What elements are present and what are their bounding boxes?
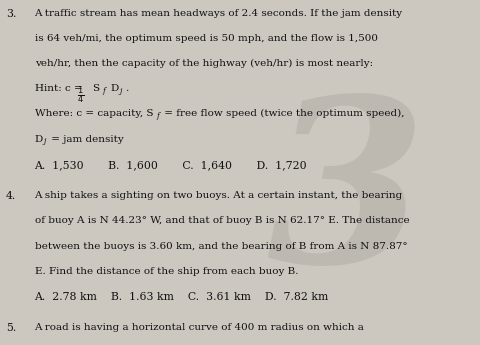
Text: A traffic stream has mean headways of 2.4 seconds. If the jam density: A traffic stream has mean headways of 2.…	[35, 9, 403, 18]
Text: f: f	[156, 112, 159, 120]
Text: A ship takes a sighting on two buoys. At a certain instant, the bearing: A ship takes a sighting on two buoys. At…	[35, 191, 403, 200]
Text: .: .	[125, 84, 128, 93]
Text: 5.: 5.	[6, 323, 16, 333]
Text: Hint: c =: Hint: c =	[35, 84, 85, 93]
Text: of buoy A is N 44.23° W, and that of buoy B is N 62.17° E. The distance: of buoy A is N 44.23° W, and that of buo…	[35, 216, 409, 225]
Text: is 64 veh/mi, the optimum speed is 50 mph, and the flow is 1,500: is 64 veh/mi, the optimum speed is 50 mp…	[35, 34, 378, 43]
Text: = jam density: = jam density	[48, 135, 124, 144]
Text: f: f	[103, 87, 106, 95]
Text: 3.: 3.	[6, 9, 16, 19]
Text: j: j	[43, 137, 46, 145]
Text: E. Find the distance of the ship from each buoy B.: E. Find the distance of the ship from ea…	[35, 267, 298, 276]
Text: D: D	[110, 84, 119, 93]
Text: 4.: 4.	[6, 191, 16, 201]
Text: D: D	[35, 135, 43, 144]
Text: = free flow speed (twice the optimum speed),: = free flow speed (twice the optimum spe…	[161, 109, 404, 118]
Text: between the buoys is 3.60 km, and the bearing of B from A is N 87.87°: between the buoys is 3.60 km, and the be…	[35, 241, 407, 250]
Text: 3: 3	[266, 89, 425, 311]
Text: Where: c = capacity, S: Where: c = capacity, S	[35, 109, 153, 118]
Text: veh/hr, then the capacity of the highway (veh/hr) is most nearly:: veh/hr, then the capacity of the highway…	[35, 59, 372, 68]
Text: $\frac{1}{4}$: $\frac{1}{4}$	[77, 84, 84, 106]
Text: A road is having a horizontal curve of 400 m radius on which a: A road is having a horizontal curve of 4…	[35, 323, 364, 333]
Text: S: S	[92, 84, 99, 93]
Text: j: j	[119, 87, 121, 95]
Text: A.  2.78 km    B.  1.63 km    C.  3.61 km    D.  7.82 km: A. 2.78 km B. 1.63 km C. 3.61 km D. 7.82…	[35, 292, 329, 302]
Text: A.  1,530       B.  1,600       C.  1,640       D.  1,720: A. 1,530 B. 1,600 C. 1,640 D. 1,720	[35, 160, 307, 170]
